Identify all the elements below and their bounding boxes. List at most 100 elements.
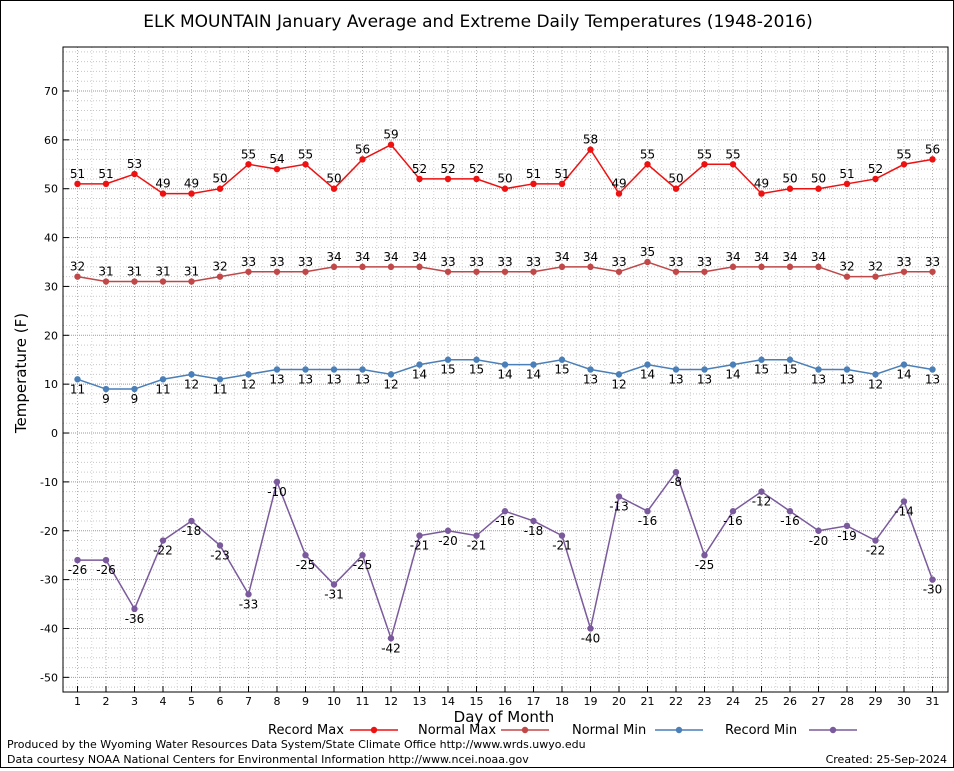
record-min-data-label: -22 (866, 544, 886, 558)
record-max-data-label: 59 (383, 128, 398, 142)
record-max-point (359, 156, 366, 163)
x-tick-label: 12 (384, 695, 398, 708)
normal-min-point (102, 385, 110, 393)
record-max-data-label: 49 (184, 177, 199, 191)
record-max-data-label: 51 (839, 167, 854, 181)
normal-min-data-label: 14 (725, 368, 740, 382)
normal-min-data-label: 13 (839, 373, 854, 387)
record-min-point (615, 493, 623, 500)
normal-min-data-label: 14 (526, 368, 541, 382)
record-max-point (102, 180, 110, 188)
normal-max-point (701, 268, 708, 275)
normal-min-point (815, 366, 822, 373)
record-max-data-label: 52 (469, 162, 484, 176)
record-min-point (558, 532, 566, 539)
x-tick-label: 28 (840, 695, 854, 708)
y-tick-label: 20 (44, 329, 58, 342)
x-tick-label: 5 (188, 695, 195, 708)
record-max-data-label: 55 (298, 147, 313, 161)
record-max-data-label: 51 (526, 167, 541, 181)
normal-max-point (872, 273, 879, 280)
x-tick-label: 6 (217, 695, 224, 708)
record-max-data-label: 50 (212, 172, 227, 186)
record-min-data-label: -33 (239, 597, 259, 611)
record-min-data-label: -31 (324, 588, 344, 602)
record-max-data-label: 51 (554, 167, 569, 181)
normal-max-point (216, 273, 224, 280)
normal-max-data-label: 34 (326, 250, 341, 264)
normal-max-data-label: 34 (782, 250, 797, 264)
normal-min-data-label: 15 (782, 363, 797, 377)
series-normal-min: 11 9 9 11 12 11 12 13 13 13 13 12 14 15 15 14 14 15 13 12 14… (70, 356, 940, 406)
y-tick-label: -50 (40, 671, 58, 684)
normal-max-point (900, 268, 908, 275)
record-max-point (216, 185, 224, 192)
normal-max-point (444, 268, 452, 275)
record-min-point (159, 537, 167, 544)
record-max-data-label: 52 (868, 162, 883, 176)
y-tick-label: 70 (44, 85, 58, 98)
normal-min-data-label: 13 (811, 373, 826, 387)
record-max-point (131, 170, 138, 178)
normal-min-data-label: 14 (412, 368, 427, 382)
normal-max-point (644, 258, 651, 266)
record-min-data-label: -16 (723, 514, 743, 528)
normal-max-point (188, 278, 195, 285)
normal-min-point (159, 376, 167, 383)
record-max-data-label: 49 (754, 177, 769, 191)
record-max-point (444, 175, 452, 183)
normal-max-data-label: 35 (640, 245, 655, 259)
record-min-point (188, 517, 195, 525)
normal-max-data-label: 33 (697, 255, 712, 269)
normal-min-point (330, 366, 338, 373)
normal-max-point (615, 268, 623, 275)
legend-label-record-min: Record Min (725, 723, 797, 738)
normal-max-point (672, 268, 680, 275)
normal-min-data-label: 9 (131, 392, 139, 406)
record-min-point (815, 527, 822, 534)
normal-max-data-label: 33 (896, 255, 911, 269)
normal-max-point (131, 278, 138, 285)
record-max-point (302, 161, 309, 168)
record-max-point (900, 161, 908, 168)
record-min-data-label: -30 (923, 583, 943, 597)
x-tick-label: 18 (555, 695, 569, 708)
record-min-data-label: -25 (695, 558, 715, 572)
record-max-point (786, 185, 794, 192)
normal-min-point (530, 361, 537, 368)
record-min-data-label: -18 (524, 524, 544, 538)
record-min-point (444, 527, 452, 534)
record-min-point (359, 551, 366, 559)
normal-max-point (330, 263, 338, 271)
normal-max-point (102, 278, 110, 285)
x-tick-label: 2 (103, 695, 110, 708)
normal-max-point (273, 268, 281, 275)
record-max-point (672, 185, 680, 192)
record-min-data-label: -14 (894, 504, 914, 518)
record-max-data-label: 58 (583, 133, 598, 147)
record-max-data-label: 50 (497, 172, 512, 186)
record-max-point (929, 156, 936, 163)
normal-min-point (302, 366, 309, 373)
normal-min-data-label: 12 (184, 377, 199, 391)
record-min-data-label: -22 (153, 544, 173, 558)
normal-min-data-label: 12 (868, 377, 883, 391)
record-min-data-label: -21 (410, 539, 430, 553)
footer-data-courtesy: Data courtesy NOAA National Centers for … (7, 753, 529, 766)
x-tick-label: 31 (926, 695, 940, 708)
normal-max-point (387, 263, 395, 271)
record-max-data-label: 55 (640, 147, 655, 161)
record-max-point (587, 146, 594, 153)
normal-min-point (131, 385, 138, 393)
legend-marker-record-min (829, 726, 837, 734)
normal-min-data-label: 12 (241, 377, 256, 391)
normal-min-data-label: 13 (697, 373, 712, 387)
y-tick-label: -20 (40, 525, 58, 538)
normal-max-data-label: 32 (70, 260, 85, 274)
record-min-point (131, 605, 138, 613)
record-min-point (216, 542, 224, 549)
normal-max-point (929, 268, 936, 275)
legend-marker-normal-max (521, 726, 529, 734)
normal-max-data-label: 33 (925, 255, 940, 269)
record-max-point (74, 180, 81, 188)
